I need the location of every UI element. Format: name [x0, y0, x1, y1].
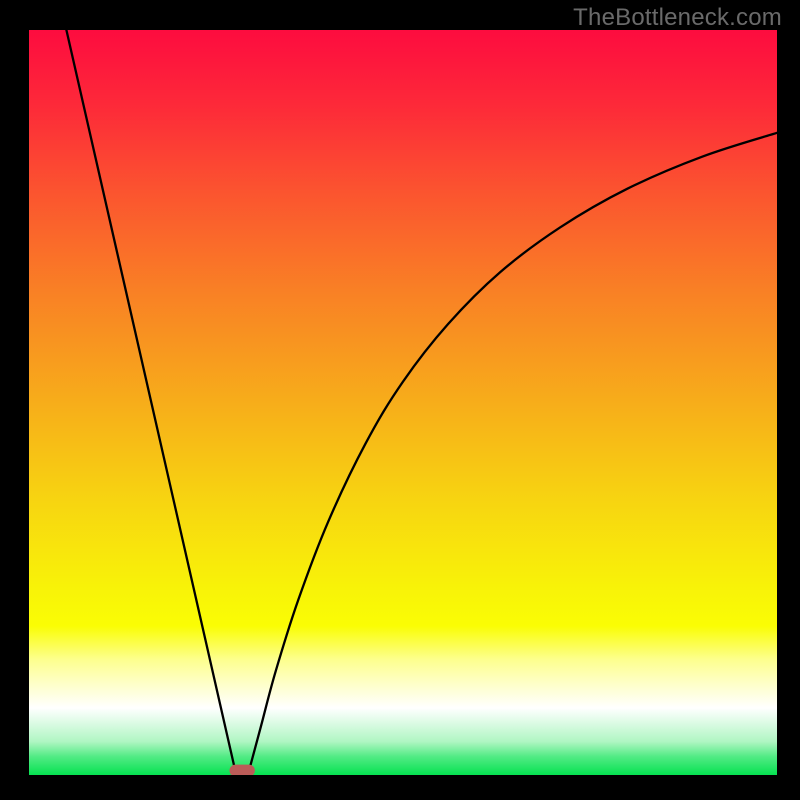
watermark-text: TheBottleneck.com [573, 4, 782, 32]
chart-frame: TheBottleneck.com [0, 0, 800, 800]
gradient-background [29, 30, 777, 775]
gradient-plot-area [29, 30, 777, 775]
